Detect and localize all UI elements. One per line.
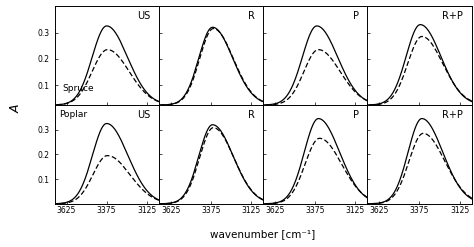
Text: wavenumber [cm⁻¹]: wavenumber [cm⁻¹]	[210, 230, 316, 240]
Text: Spruce: Spruce	[63, 84, 94, 93]
Text: Poplar: Poplar	[59, 110, 87, 119]
Text: US: US	[137, 110, 150, 120]
Text: P: P	[353, 11, 359, 21]
Text: P: P	[353, 110, 359, 120]
Text: R+P: R+P	[442, 110, 463, 120]
Text: R+P: R+P	[442, 11, 463, 21]
Text: US: US	[137, 11, 150, 21]
Text: R: R	[248, 11, 255, 21]
Text: R: R	[248, 110, 255, 120]
Text: A: A	[10, 104, 23, 113]
